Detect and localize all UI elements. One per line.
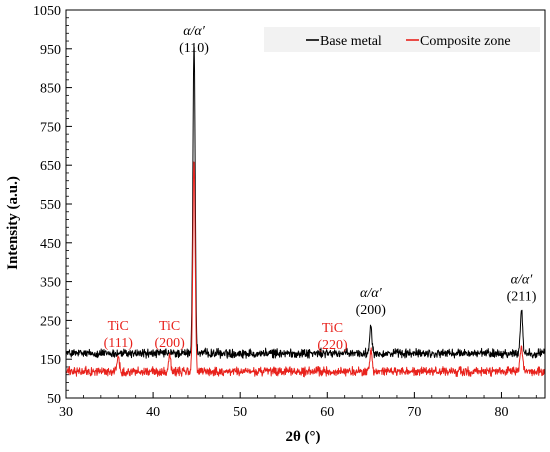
annotation-alpha-211: α/α′ (211): [507, 273, 537, 305]
y-tick-label: 1050: [33, 4, 61, 19]
x-tick-label: 40: [146, 405, 160, 420]
y-tick-label: 950: [40, 43, 61, 58]
annotation-alpha-200: α/α′ (200): [356, 286, 387, 318]
y-tick-label: 850: [40, 82, 61, 97]
y-tick-label: 50: [47, 392, 61, 407]
peak-annotations: α/α′ (110) α/α′ (200) α/α′ (211) TiC (111) TiC (2…: [104, 24, 537, 353]
y-tick-label: 250: [40, 314, 61, 329]
plot-border: [65, 9, 546, 399]
axis-ticks: 50 150 250 350 450 550 650 750 850 950 1050 30 40 50 6…: [33, 4, 537, 420]
y-tick-label: 350: [40, 276, 61, 291]
y-tick-label: 450: [40, 237, 61, 252]
legend-label-base-metal: Base metal: [320, 34, 382, 49]
legend: Base metal Composite zone: [264, 27, 540, 52]
x-tick-label: 30: [59, 405, 73, 420]
y-tick-label: 650: [40, 159, 61, 174]
legend-label-composite-zone: Composite zone: [420, 34, 511, 49]
x-tick-label: 80: [494, 405, 508, 420]
x-tick-label: 60: [320, 405, 334, 420]
y-axis-title: Intensity (a.u.): [5, 176, 21, 270]
annotation-alpha-110: α/α′ (110): [179, 24, 209, 56]
x-tick-label: 50: [233, 405, 247, 420]
series-layer: [65, 46, 546, 378]
y-tick-label: 750: [40, 120, 61, 135]
x-tick-label: 70: [407, 405, 421, 420]
annotation-tic-111: TiC (111): [104, 319, 134, 351]
y-tick-label: 550: [40, 198, 61, 213]
annotation-tic-220: TiC (220): [317, 321, 348, 353]
y-tick-label: 150: [40, 353, 61, 368]
series-line-base-metal: [65, 46, 546, 359]
plot-frame: [65, 9, 546, 399]
series-line-composite-zone: [65, 161, 546, 378]
x-axis-title: 2θ (°): [285, 429, 320, 445]
annotation-tic-200: TiC (200): [154, 319, 185, 351]
